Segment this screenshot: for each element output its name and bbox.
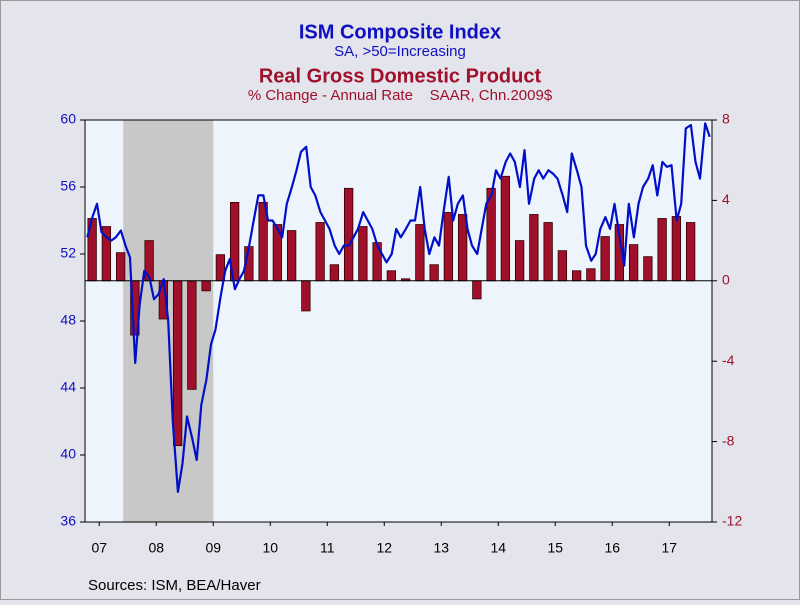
bar <box>514 240 525 282</box>
bar <box>301 280 311 312</box>
x-tick-label: 08 <box>148 540 164 556</box>
y-tick-label: 60 <box>60 111 76 127</box>
y2-tick-label: -12 <box>722 513 742 529</box>
x-tick-label: 12 <box>376 540 392 556</box>
bar <box>443 212 454 282</box>
y2-tick-label: 8 <box>722 111 730 127</box>
plot-frame <box>84 119 713 523</box>
bar <box>657 218 667 282</box>
bar <box>358 226 368 282</box>
bar <box>600 236 610 282</box>
bar <box>557 250 568 282</box>
x-tick-label: 15 <box>547 540 563 556</box>
line <box>86 122 711 493</box>
bar <box>457 214 468 282</box>
bar <box>643 256 653 282</box>
bar <box>429 264 439 282</box>
y2-tick-label: -4 <box>722 352 735 368</box>
x-tick-label: 14 <box>490 540 506 556</box>
bar <box>187 280 197 390</box>
y2-tick-label: 4 <box>722 191 730 207</box>
x-tick-label: 17 <box>661 540 677 556</box>
bar <box>386 270 397 282</box>
bar <box>500 175 511 282</box>
y2-tick-label: -8 <box>722 432 735 448</box>
x-tick-label: 10 <box>262 540 278 556</box>
bar <box>543 222 553 282</box>
y-tick-label: 36 <box>60 513 76 529</box>
x-tick-label: 11 <box>320 540 335 556</box>
x-tick-label: 16 <box>604 540 620 556</box>
bar <box>315 222 325 282</box>
bar <box>115 252 126 282</box>
bar <box>628 244 639 282</box>
x-tick-label: 13 <box>433 540 449 556</box>
y2-tick-label: 0 <box>722 272 730 288</box>
chart-title: ISM Composite Index <box>299 21 501 43</box>
bar <box>685 222 696 282</box>
bar <box>529 214 539 282</box>
y-tick-label: 48 <box>60 312 76 328</box>
x-tick-label: 07 <box>91 540 107 556</box>
bar <box>201 280 211 292</box>
chart-subtitle-2: % Change - Annual Rate SAAR, Chn.2009$ <box>248 87 553 104</box>
bar <box>586 268 596 282</box>
bar <box>343 187 354 282</box>
bar <box>286 230 297 282</box>
bar <box>671 216 682 282</box>
bar <box>415 224 425 282</box>
bar <box>329 264 340 282</box>
chart-subtitle: SA, >50=Increasing <box>334 43 466 60</box>
bar <box>172 280 183 447</box>
y-tick-label: 52 <box>60 245 76 261</box>
chart-title-2: Real Gross Domestic Product <box>259 65 542 87</box>
x-tick-label: 09 <box>205 540 221 556</box>
y-tick-label: 44 <box>60 379 76 395</box>
y-tick-label: 56 <box>60 178 76 194</box>
y-tick-label: 40 <box>60 446 76 462</box>
bar <box>571 270 582 282</box>
source-note: Sources: ISM, BEA/Haver <box>88 577 261 594</box>
bar <box>472 280 482 300</box>
